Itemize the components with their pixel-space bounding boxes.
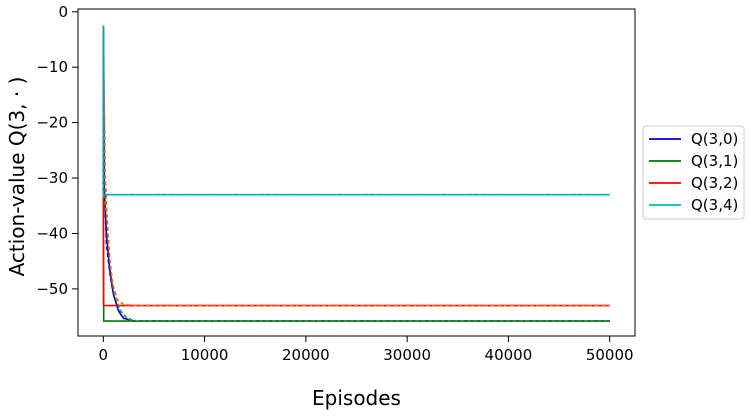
legend-label: Q(3,2) <box>691 174 738 192</box>
x-axis-label: Episodes <box>312 386 401 410</box>
y-tick-label: 0 <box>58 3 68 21</box>
y-tick-label: −20 <box>36 114 68 132</box>
dashed-estimate-line-1 <box>102 194 610 322</box>
x-tick-label: 40000 <box>485 346 533 364</box>
plot-frame <box>77 8 636 337</box>
legend-label: Q(3,4) <box>691 196 738 214</box>
series-line-1 <box>102 194 610 322</box>
y-tick-label: −10 <box>36 58 68 76</box>
dashed-estimate-line-0 <box>102 25 610 322</box>
legend-label: Q(3,0) <box>691 130 738 148</box>
x-tick-label: 30000 <box>383 346 431 364</box>
plot-area <box>102 25 610 322</box>
y-tick-label: −50 <box>36 280 68 298</box>
series-line-2 <box>102 194 610 307</box>
dashed-estimate-line-2 <box>102 25 610 307</box>
x-tick-label: 10000 <box>181 346 229 364</box>
legend: Q(3,0) Q(3,1) Q(3,2) Q(3,4) <box>642 125 745 220</box>
x-tick-label: 20000 <box>282 346 330 364</box>
x-tick-label: 50000 <box>586 346 634 364</box>
x-tick-label: 0 <box>99 346 109 364</box>
legend-box <box>642 125 745 220</box>
y-tick-label: −40 <box>36 224 68 242</box>
y-tick-label: −30 <box>36 169 68 187</box>
axes: 0 10000 20000 30000 40000 50000 0 −10 −20 −30 −40 −… <box>36 3 636 364</box>
y-axis-label: Action-value Q(3, · ) <box>5 77 29 277</box>
dashed-estimate-line-3 <box>102 25 610 196</box>
legend-label: Q(3,1) <box>691 152 738 170</box>
series-line-0 <box>102 28 610 322</box>
